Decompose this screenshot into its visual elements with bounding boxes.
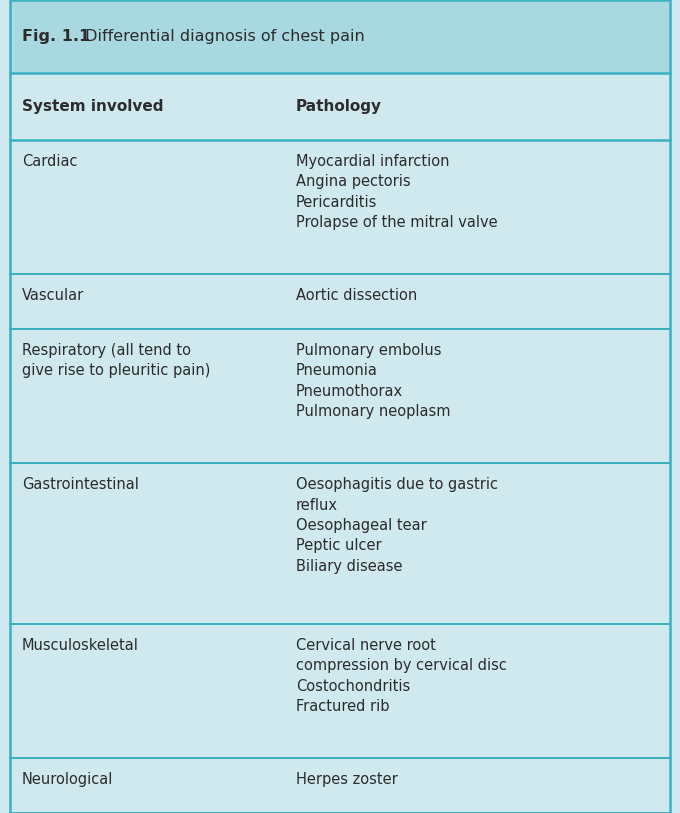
Text: Vascular: Vascular — [22, 289, 84, 303]
Bar — [10, 624, 670, 759]
Text: Cervical nerve root
compression by cervical disc
Costochondritis
Fractured rib: Cervical nerve root compression by cervi… — [296, 638, 507, 715]
Text: Pulmonary embolus
Pneumonia
Pneumothorax
Pulmonary neoplasm: Pulmonary embolus Pneumonia Pneumothorax… — [296, 343, 450, 419]
Text: Oesophagitis due to gastric
reflux
Oesophageal tear
Peptic ulcer
Biliary disease: Oesophagitis due to gastric reflux Oesop… — [296, 477, 498, 574]
Bar — [10, 759, 670, 813]
Bar — [10, 274, 670, 328]
Bar — [10, 73, 670, 140]
Text: Pathology: Pathology — [296, 99, 382, 114]
Text: Gastrointestinal: Gastrointestinal — [22, 477, 139, 492]
Text: Herpes zoster: Herpes zoster — [296, 772, 398, 788]
Text: Cardiac: Cardiac — [22, 154, 78, 169]
Text: Aortic dissection: Aortic dissection — [296, 289, 417, 303]
Bar — [10, 463, 670, 624]
Text: Fig. 1.1: Fig. 1.1 — [22, 29, 90, 44]
Text: System involved: System involved — [22, 99, 163, 114]
Text: Neurological: Neurological — [22, 772, 114, 788]
Text: Myocardial infarction
Angina pectoris
Pericarditis
Prolapse of the mitral valve: Myocardial infarction Angina pectoris Pe… — [296, 154, 498, 230]
Bar — [10, 0, 670, 73]
Bar — [10, 328, 670, 463]
Text: Respiratory (all tend to
give rise to pleuritic pain): Respiratory (all tend to give rise to pl… — [22, 343, 210, 378]
Text: Differential diagnosis of chest pain: Differential diagnosis of chest pain — [80, 29, 364, 44]
Bar — [10, 140, 670, 274]
Text: Musculoskeletal: Musculoskeletal — [22, 638, 139, 653]
